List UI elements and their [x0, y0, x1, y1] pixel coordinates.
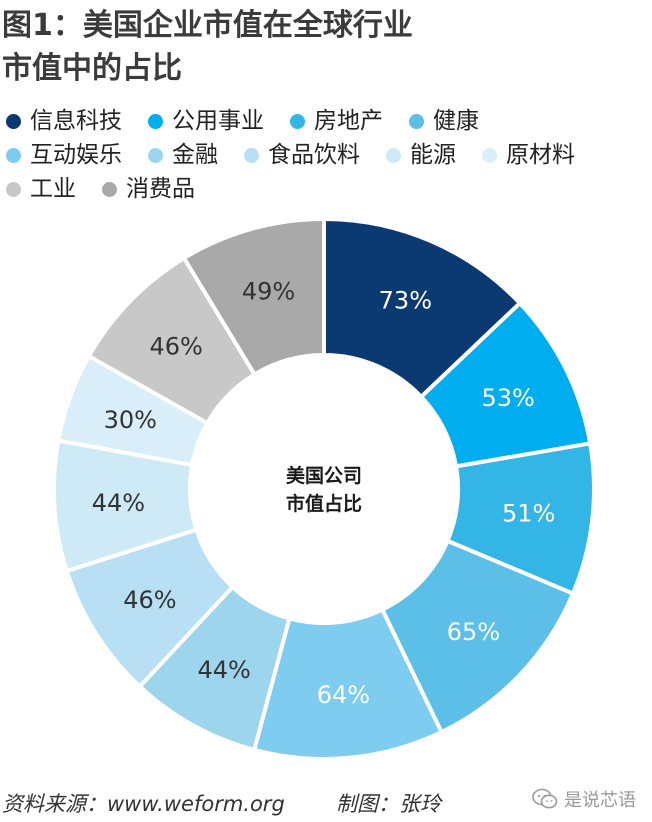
- legend-label: 能源: [410, 142, 456, 168]
- legend-swatch: [6, 147, 21, 163]
- legend-item: 金融: [148, 138, 218, 172]
- donut-chart: 73% 53% 51% 65% 64% 44% 46% 44% 30% 46% 49% 美国公司 市…: [52, 216, 596, 761]
- legend-item: 能源: [386, 138, 456, 172]
- center-label-line-1: 美国公司: [286, 464, 362, 487]
- legend: 信息科技 公用事业 房地产 健康 互动娱乐 金融 食品饮料 能源 原材料 工业 …: [6, 104, 646, 206]
- legend-label: 食品饮料: [268, 142, 360, 168]
- chart-title: 图1：美国企业市值在全球行业 市值中的占比: [2, 4, 642, 90]
- slice-value-label-7: 46%: [123, 586, 176, 614]
- legend-item: 房地产: [290, 104, 383, 138]
- legend-label: 工业: [30, 176, 76, 202]
- legend-swatch: [482, 147, 497, 163]
- slice-value-label-11: 49%: [242, 278, 295, 306]
- slice-value-label-3: 51%: [502, 499, 555, 527]
- legend-row-3: 工业 消费品: [6, 172, 646, 206]
- legend-swatch: [386, 147, 401, 163]
- source-note: 资料来源：www.weform.org: [2, 792, 285, 816]
- slice-value-label-5: 64%: [317, 681, 370, 709]
- legend-row-1: 信息科技 公用事业 房地产 健康: [6, 104, 646, 138]
- slice-value-labels: 73% 53% 51% 65% 64% 44% 46% 44% 30% 46% 49%: [92, 278, 556, 709]
- slice-value-label-4: 65%: [447, 618, 500, 646]
- slice-value-label-6: 44%: [197, 656, 250, 684]
- legend-item: 健康: [409, 104, 479, 138]
- legend-label: 互动娱乐: [30, 142, 122, 168]
- slice-value-label-1: 73%: [379, 287, 432, 315]
- watermark-text: 是说芯语: [564, 790, 636, 811]
- legend-row-2: 互动娱乐 金融 食品饮料 能源 原材料: [6, 138, 646, 172]
- legend-label: 消费品: [126, 176, 195, 202]
- legend-label: 信息科技: [30, 108, 122, 134]
- legend-swatch: [409, 113, 424, 129]
- legend-item: 互动娱乐: [6, 138, 122, 172]
- legend-swatch: [244, 147, 259, 163]
- wechat-icon: [532, 788, 558, 809]
- legend-label: 健康: [433, 108, 479, 134]
- center-label-line-2: 市值占比: [286, 492, 362, 515]
- legend-item: 工业: [6, 172, 76, 206]
- legend-swatch: [6, 181, 21, 197]
- donut-slices: [52, 216, 596, 761]
- slice-value-label-10: 46%: [149, 333, 202, 361]
- slice-value-label-8: 44%: [92, 489, 145, 517]
- legend-label: 房地产: [314, 108, 383, 134]
- legend-swatch: [148, 147, 163, 163]
- legend-swatch: [6, 113, 21, 129]
- legend-swatch: [290, 113, 305, 129]
- legend-label: 公用事业: [172, 108, 264, 134]
- legend-swatch: [102, 181, 117, 197]
- slice-value-label-2: 53%: [482, 384, 535, 412]
- donut-slice-5: [251, 606, 445, 761]
- legend-item: 食品饮料: [244, 138, 360, 172]
- legend-label: 原材料: [506, 142, 575, 168]
- chart-title-line-2: 市值中的占比: [2, 51, 182, 86]
- watermark: 是说芯语: [532, 786, 636, 812]
- legend-label: 金融: [172, 142, 218, 168]
- legend-item: 消费品: [102, 172, 195, 206]
- chart-credit: 制图：张玲: [336, 792, 441, 816]
- legend-item: 信息科技: [6, 104, 122, 138]
- donut-slice-1: [322, 216, 523, 400]
- chart-title-line-1: 图1：美国企业市值在全球行业: [2, 8, 413, 43]
- slice-value-label-9: 30%: [104, 406, 157, 434]
- donut-slice-11: [181, 216, 326, 378]
- legend-item: 公用事业: [148, 104, 264, 138]
- legend-swatch: [148, 113, 163, 129]
- legend-item: 原材料: [482, 138, 575, 172]
